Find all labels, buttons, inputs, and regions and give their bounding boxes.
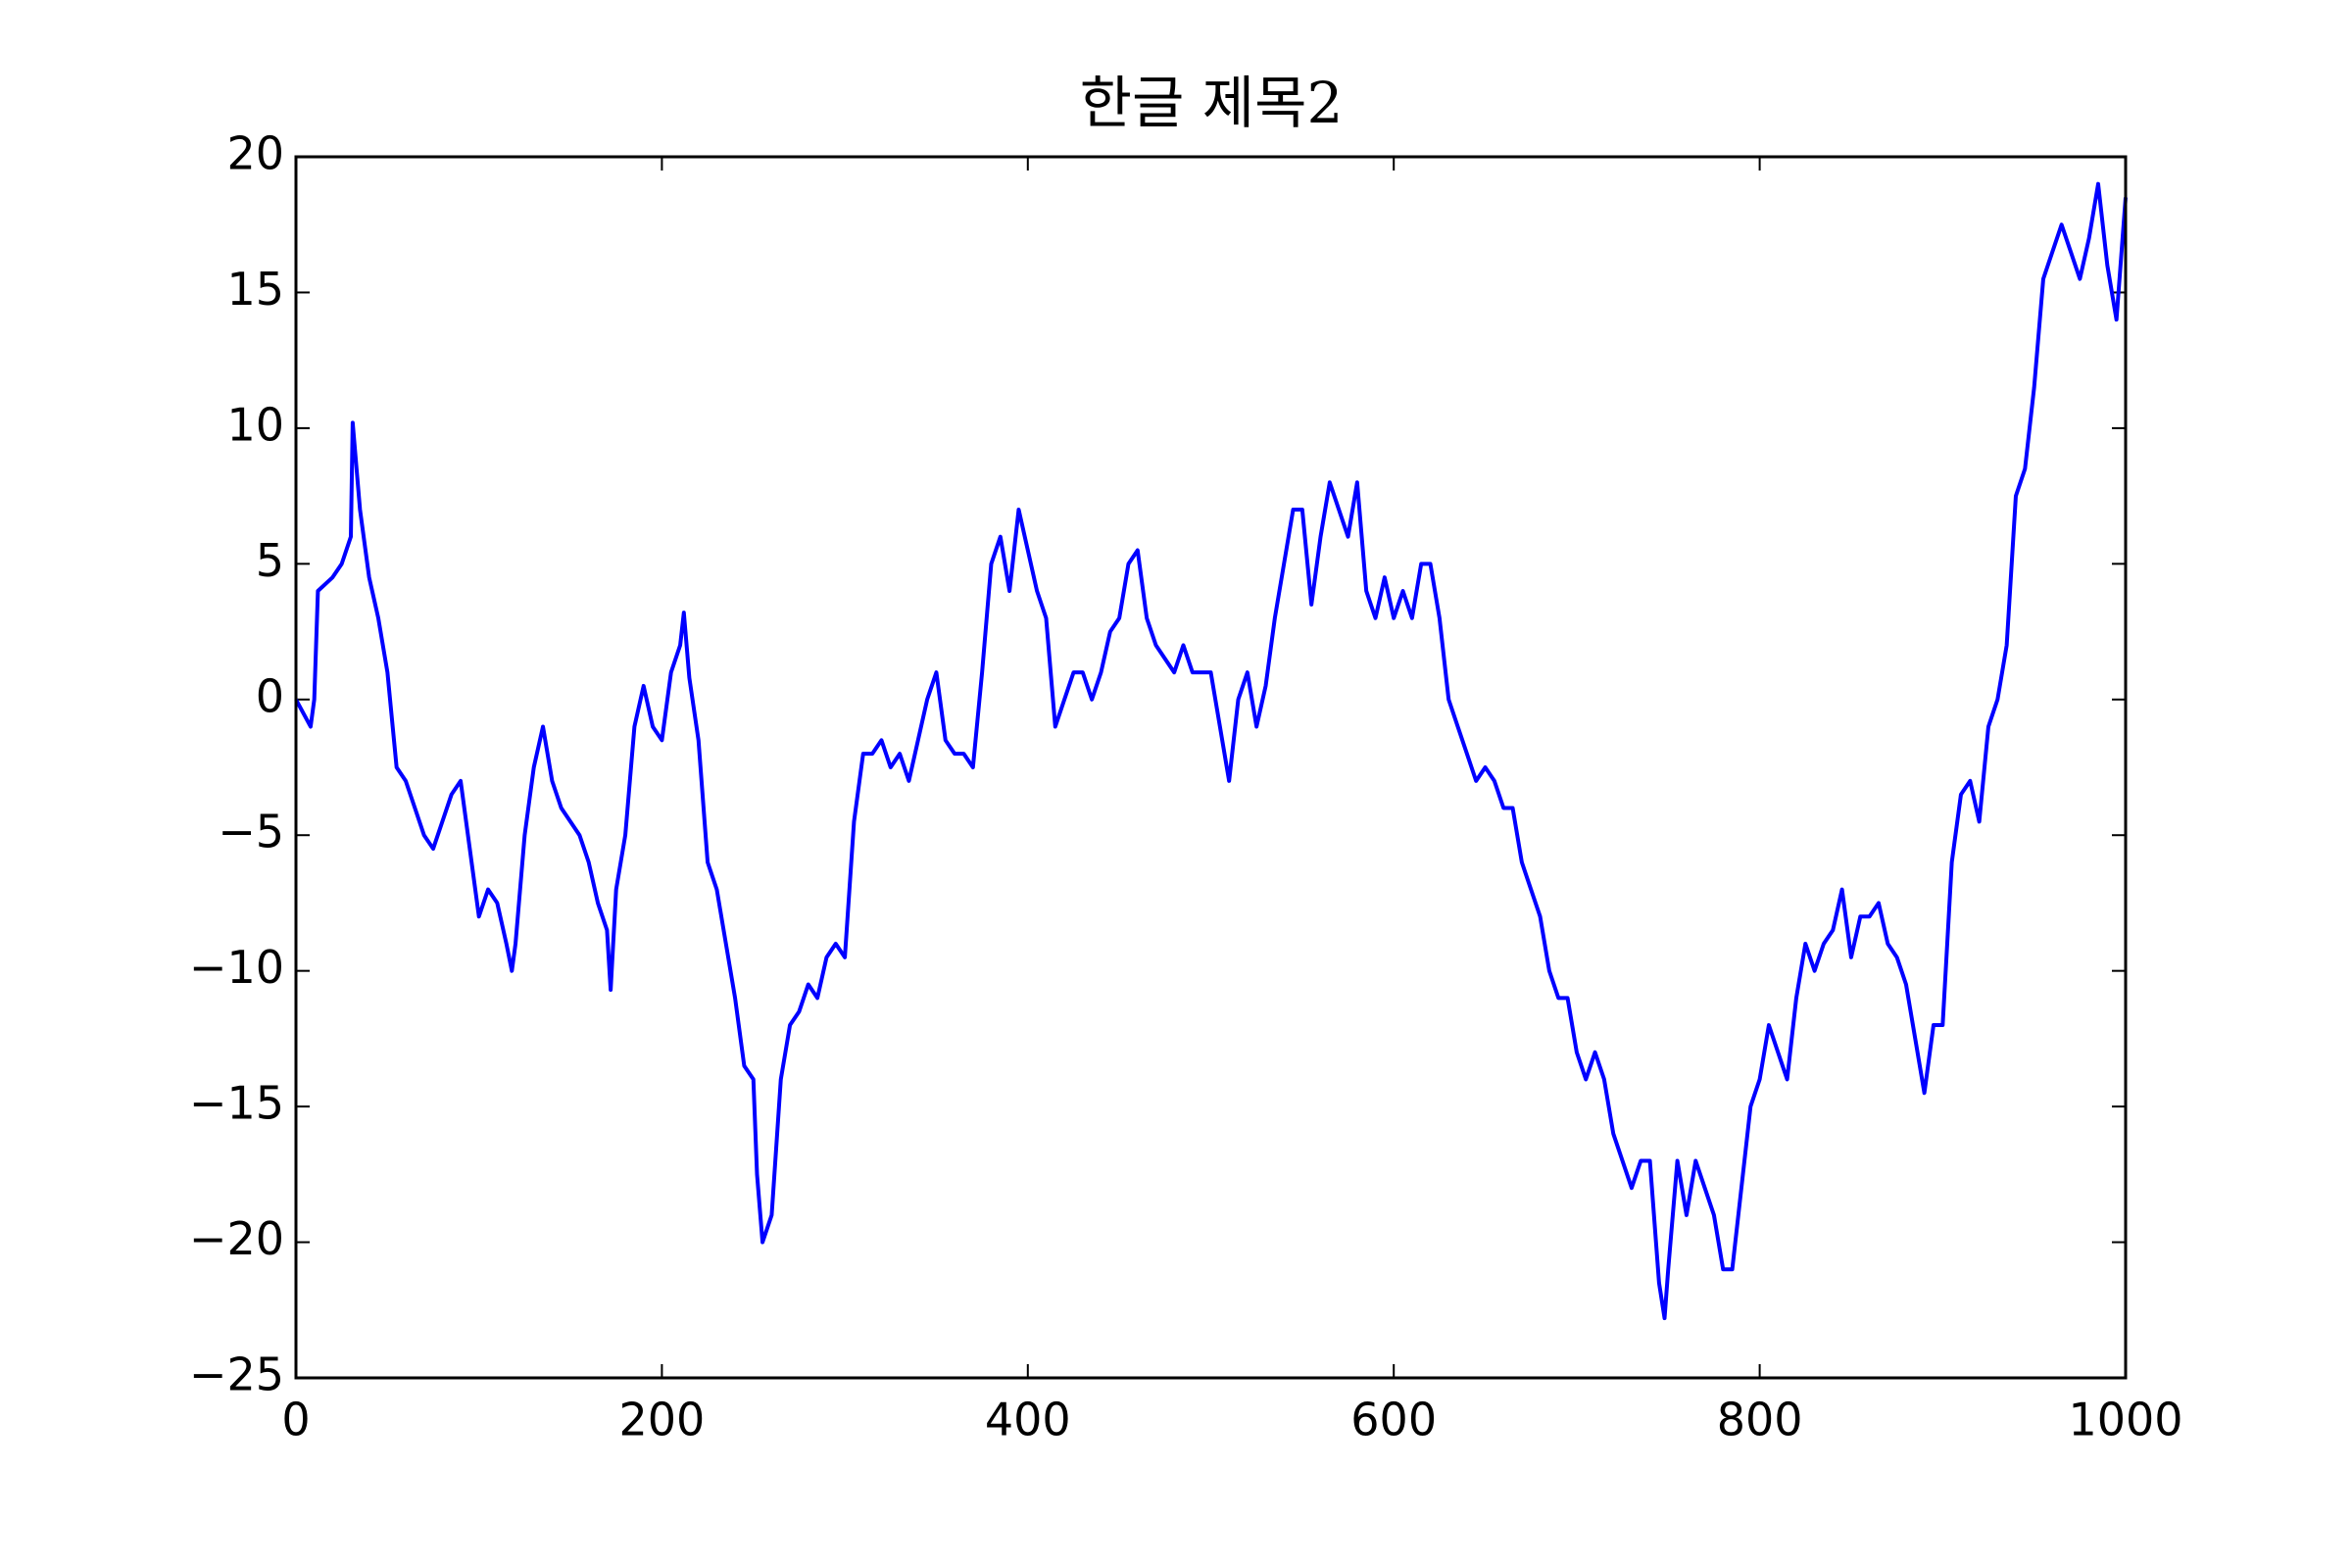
plot-frame xyxy=(294,155,2128,1380)
x-tick-label: 600 xyxy=(1350,1394,1437,1446)
data-line xyxy=(294,181,2128,1321)
y-tick-label: −25 xyxy=(189,1348,284,1401)
y-tick-label: −5 xyxy=(218,806,284,858)
y-tick-label: −15 xyxy=(189,1077,284,1130)
chart-title: 한글 제목2 xyxy=(1080,70,1344,136)
x-tick-label: 200 xyxy=(618,1394,705,1446)
x-tick-label: 1000 xyxy=(2068,1394,2182,1446)
y-tick-label: −10 xyxy=(189,941,284,994)
y-tick-label: 10 xyxy=(226,398,284,451)
y-tick-label: 20 xyxy=(226,127,284,180)
x-tick-label: 400 xyxy=(985,1394,1071,1446)
x-tick-label: 0 xyxy=(281,1394,310,1446)
y-tick-label: −20 xyxy=(189,1212,284,1265)
y-tick-label: 5 xyxy=(256,534,284,587)
y-tick-label: 0 xyxy=(256,669,284,722)
x-tick-label: 800 xyxy=(1717,1394,1803,1446)
y-tick-label: 15 xyxy=(226,263,284,316)
